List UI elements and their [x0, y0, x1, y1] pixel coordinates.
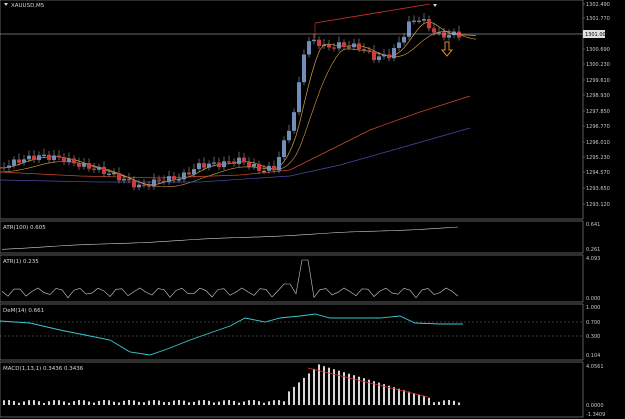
svg-text:1301.000: 1301.000	[585, 32, 609, 38]
price-candles	[2, 13, 461, 191]
svg-text:-1.3409: -1.3409	[586, 412, 605, 418]
macd-histogram	[3, 364, 460, 405]
svg-text:4.093: 4.093	[586, 256, 600, 262]
price-tick-label: 1296.010	[586, 140, 610, 146]
price-tick-label: 1296.770	[586, 124, 610, 130]
svg-text:0.261: 0.261	[586, 247, 600, 253]
atr-100-panel[interactable]: ATR(100) 0.605 0.641 0.261	[0, 220, 600, 254]
atr-100-line	[1, 226, 459, 250]
atr-100-label: ATR(100) 0.605	[3, 225, 46, 231]
current-price-badge: 1301.000	[583, 30, 609, 38]
chart-title: XAUUSD,M5	[4, 3, 45, 9]
demarker-panel[interactable]: DeM(14) 0.661 1.000 0.700 0.300 0.104	[0, 303, 600, 361]
price-tick-label: 1299.610	[586, 78, 610, 84]
price-axis: 1302.490 1301.770 1300.690 1300.230 1299.610…	[583, 2, 610, 208]
symbol-label: XAUUSD,M5	[11, 3, 45, 9]
atr-1-line	[1, 259, 459, 299]
macd-divergence-line	[307, 367, 429, 398]
demarker-label: DeM(14) 0.661	[3, 308, 44, 314]
price-tick-label: 1302.490	[586, 2, 610, 8]
macd-label: MACD(1,13,1) 0.3436 0.3436	[3, 366, 84, 372]
price-tick-label: 1295.230	[586, 155, 610, 161]
price-tick-label: 1293.650	[586, 186, 610, 192]
price-tick-label: 1298.930	[586, 93, 610, 99]
demarker-line	[0, 313, 463, 356]
svg-text:0.104: 0.104	[586, 353, 600, 359]
svg-text:0.641: 0.641	[586, 222, 600, 228]
svg-text:4.0561: 4.0561	[586, 364, 604, 370]
atr-1-panel[interactable]: ATR(1) 0.235 4.093 0.000	[0, 254, 600, 303]
divergence-line	[314, 3, 431, 24]
dropdown-icon[interactable]	[433, 4, 437, 7]
price-tick-label: 1297.850	[586, 109, 610, 115]
price-tick-label: 1294.570	[586, 170, 610, 176]
price-tick-label: 1300.690	[586, 47, 610, 53]
svg-text:0.300: 0.300	[586, 334, 600, 340]
atr-1-label: ATR(1) 0.235	[3, 259, 39, 265]
down-arrow-icon	[440, 41, 454, 57]
svg-text:0.0000: 0.0000	[586, 403, 604, 409]
svg-text:0.000: 0.000	[586, 296, 600, 302]
macd-panel[interactable]: MACD(1,13,1) 0.3436 0.3436 4.0561 0.0000…	[0, 361, 605, 418]
main-price-panel[interactable]: XAUUSD,M5	[0, 0, 584, 220]
svg-text:0.700: 0.700	[586, 320, 600, 326]
svg-text:1.000: 1.000	[586, 305, 600, 311]
price-tick-label: 1293.120	[586, 202, 610, 208]
price-tick-label: 1301.770	[586, 16, 610, 22]
price-tick-label: 1300.230	[586, 62, 610, 68]
